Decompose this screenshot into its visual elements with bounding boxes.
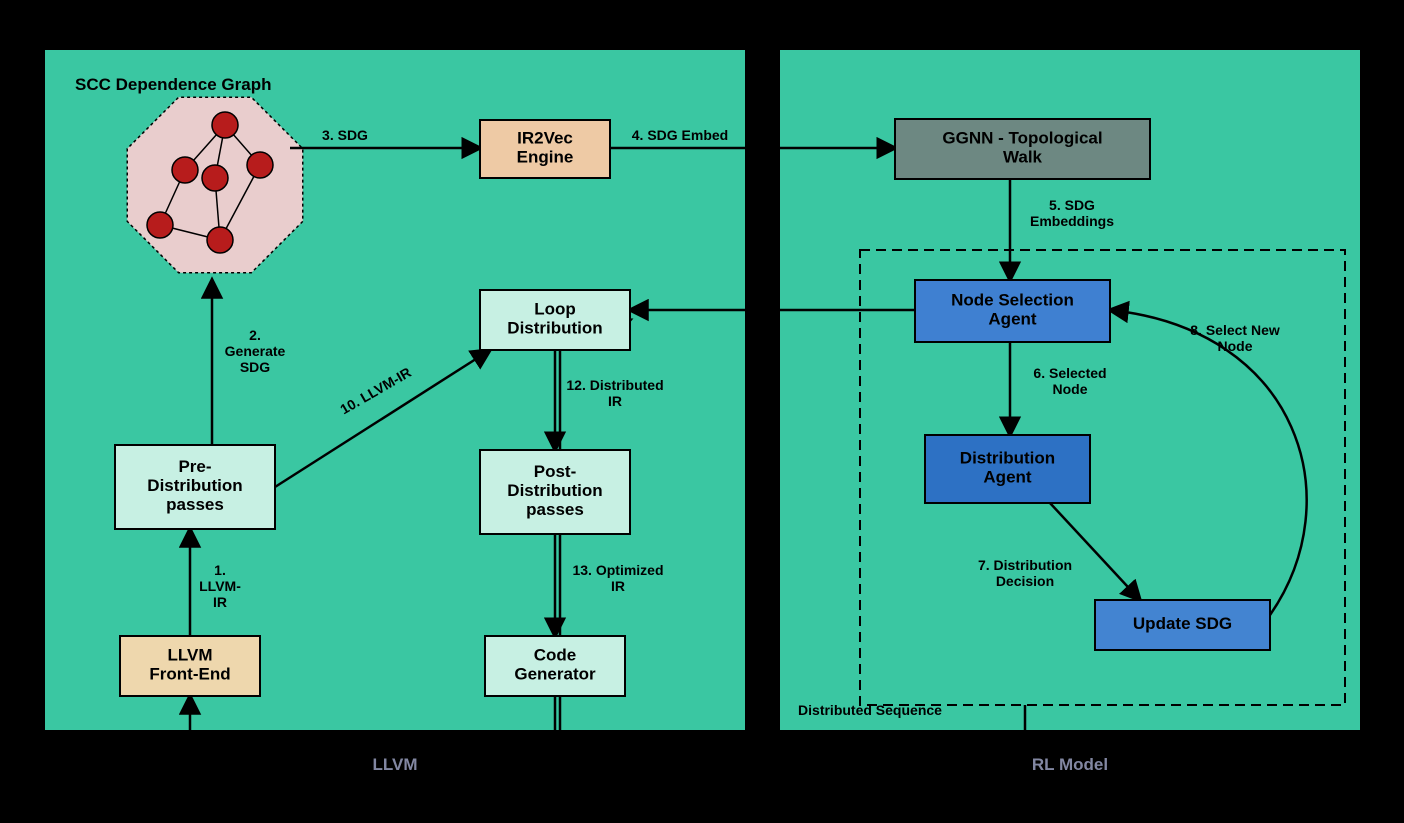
scc-graph-label: SCC Dependence Graph	[75, 75, 272, 94]
edge-label-e9: Distributed Sequence	[798, 702, 942, 718]
edge-label-e3: 3. SDG	[322, 127, 368, 143]
scc-node	[202, 165, 228, 191]
edge-label-out_exe: Executable	[571, 772, 645, 788]
scc-node	[147, 212, 173, 238]
llvm-caption: LLVM	[372, 755, 417, 774]
rl-model-caption: RL Model	[1032, 755, 1108, 774]
edge-label-in_prog: Program	[131, 772, 189, 788]
edge-label-e4: 4. SDG Embed	[632, 127, 728, 143]
box-label-update_sdg: Update SDG	[1133, 614, 1232, 633]
scc-node	[247, 152, 273, 178]
box-label-ir2vec: IR2VecEngine	[517, 129, 574, 167]
scc-node	[207, 227, 233, 253]
scc-node	[172, 157, 198, 183]
architecture-diagram: SCC Dependence Graph 1.LLVM-IR2.Generate…	[0, 0, 1404, 823]
scc-node	[212, 112, 238, 138]
